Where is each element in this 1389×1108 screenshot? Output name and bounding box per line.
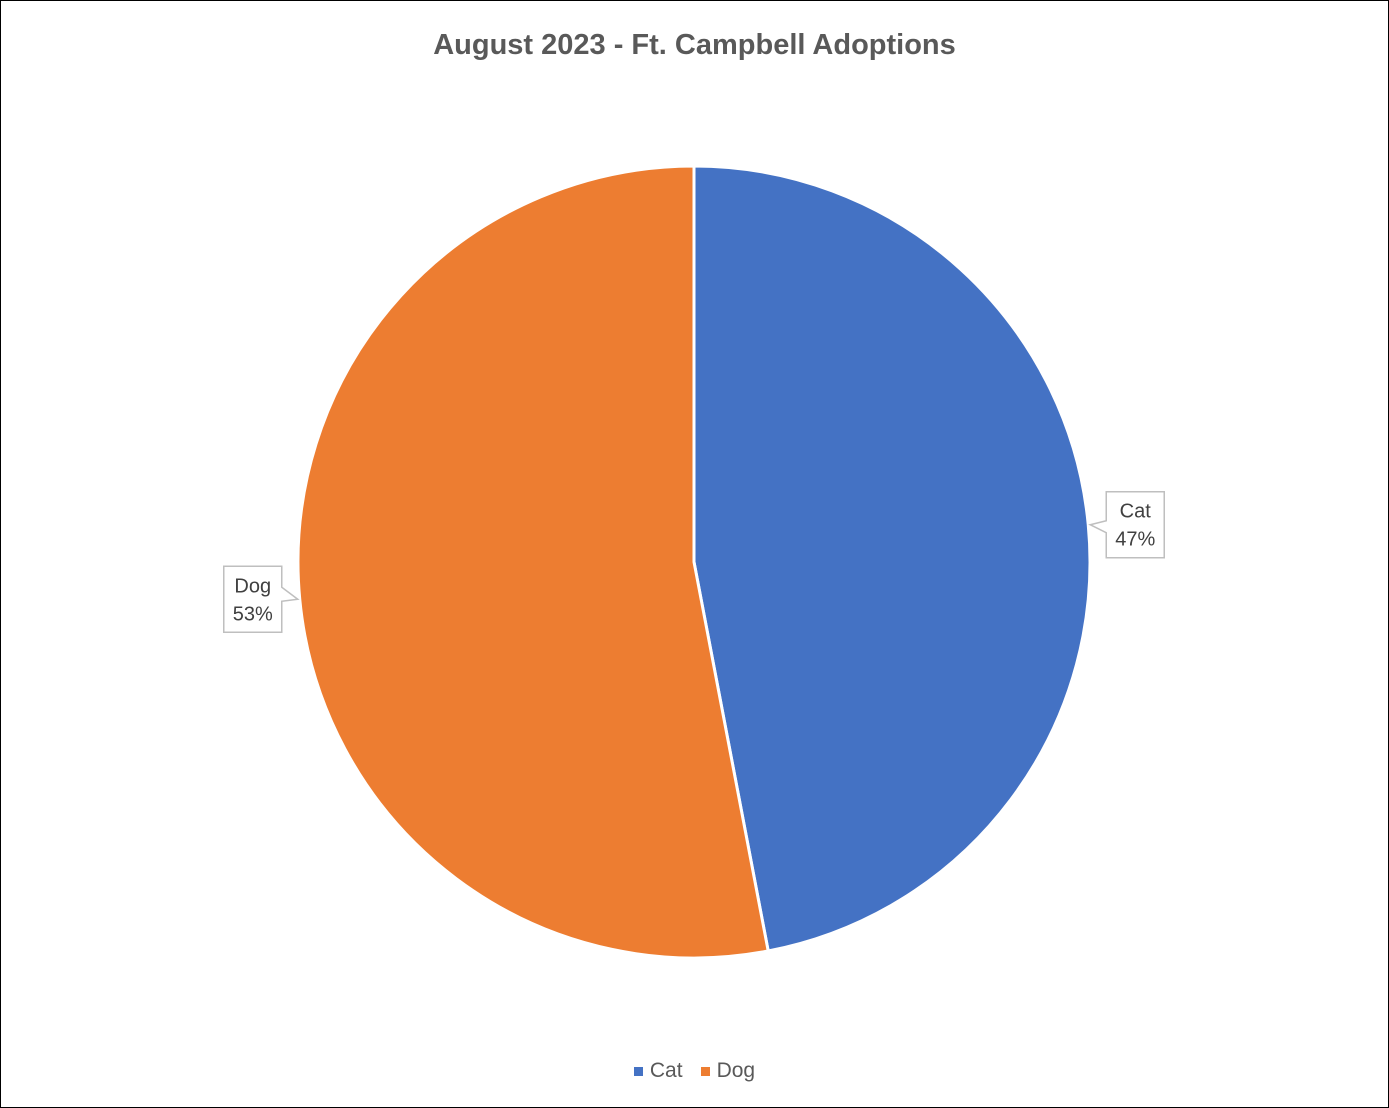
legend-label-cat: Cat	[649, 1059, 683, 1082]
data-label-dog: Dog 53%	[223, 565, 300, 634]
data-label-percent: 47%	[1115, 529, 1155, 551]
data-label-cat: Cat 47%	[1088, 490, 1165, 559]
data-label-callout	[1088, 490, 1165, 559]
pie-slice-cat	[692, 164, 1092, 953]
legend-label-dog: Dog	[716, 1059, 756, 1082]
data-label-percent: 53%	[233, 603, 273, 625]
data-label-callout	[223, 565, 300, 634]
chart-title: August 2023 - Ft. Campbell Adoptions	[433, 29, 956, 61]
legend-swatch-dog	[700, 1066, 710, 1076]
legend-item-cat: Cat	[633, 1059, 683, 1083]
data-label-category: Dog	[234, 575, 271, 597]
legend: Cat Dog	[1, 1059, 1388, 1083]
data-label-category: Cat	[1120, 501, 1152, 523]
legend-item-dog: Dog	[700, 1059, 756, 1083]
legend-swatch-cat	[633, 1066, 643, 1076]
pie-slice-dog	[296, 164, 770, 960]
